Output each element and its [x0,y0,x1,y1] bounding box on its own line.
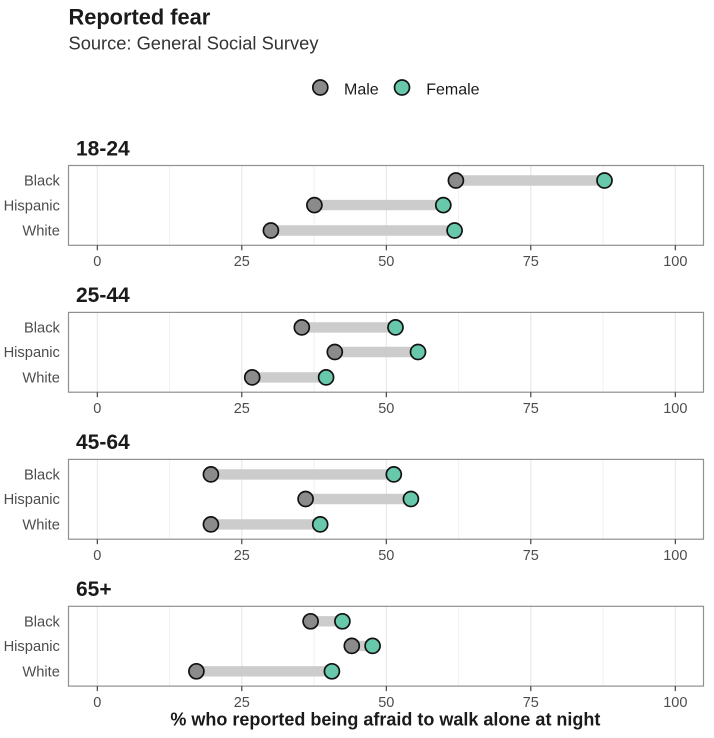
svg-text:White: White [22,665,60,681]
svg-text:White: White [22,518,60,534]
svg-text:Hispanic: Hispanic [4,492,60,508]
svg-text:Black: Black [24,615,61,631]
svg-text:100: 100 [663,254,687,270]
svg-text:25-44: 25-44 [76,284,130,307]
svg-text:65+: 65+ [76,578,112,601]
svg-text:0: 0 [93,401,101,417]
svg-text:25: 25 [234,401,250,417]
svg-text:Male: Male [344,81,379,98]
svg-text:25: 25 [234,695,250,711]
svg-text:Black: Black [24,174,61,190]
svg-text:50: 50 [378,695,394,711]
svg-text:0: 0 [93,695,101,711]
svg-text:Hispanic: Hispanic [4,198,60,214]
svg-text:Black: Black [24,321,61,337]
svg-text:% who reported being afraid to: % who reported being afraid to walk alon… [170,710,600,730]
svg-text:White: White [22,371,60,387]
svg-text:Source: General Social Survey: Source: General Social Survey [69,32,320,53]
svg-text:75: 75 [523,254,539,270]
svg-text:50: 50 [378,254,394,270]
svg-text:White: White [22,224,60,240]
svg-text:Hispanic: Hispanic [4,345,60,361]
svg-text:75: 75 [523,695,539,711]
svg-text:0: 0 [93,254,101,270]
svg-text:Black: Black [24,468,61,484]
svg-text:Female: Female [426,81,479,98]
svg-text:75: 75 [523,548,539,564]
svg-text:Hispanic: Hispanic [4,639,60,655]
svg-text:25: 25 [234,548,250,564]
svg-text:50: 50 [378,401,394,417]
svg-text:18-24: 18-24 [76,137,130,160]
svg-text:100: 100 [663,401,687,417]
svg-text:25: 25 [234,254,250,270]
svg-text:0: 0 [93,548,101,564]
svg-text:50: 50 [378,548,394,564]
svg-text:100: 100 [663,548,687,564]
svg-text:Reported fear: Reported fear [69,4,211,29]
svg-text:75: 75 [523,401,539,417]
svg-text:100: 100 [663,695,687,711]
svg-text:45-64: 45-64 [76,431,130,454]
